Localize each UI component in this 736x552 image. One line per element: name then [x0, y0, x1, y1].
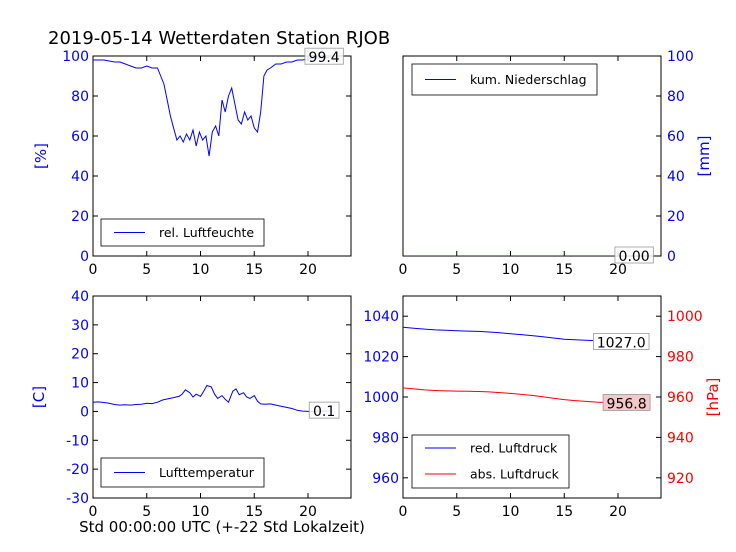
legend-entry: red. Luftdruck — [470, 441, 558, 456]
y-tick-label: 1000 — [363, 390, 399, 406]
x-tick-label: 15 — [245, 262, 263, 278]
x-tick-label: 10 — [192, 504, 210, 520]
y-tick-label: 80 — [71, 89, 89, 105]
legend-entry: kum. Niederschlag — [470, 72, 587, 87]
series-line — [403, 387, 640, 404]
x-tick-label: 20 — [609, 504, 627, 520]
x-tick-label: 20 — [299, 262, 317, 278]
x-tick-label: 5 — [142, 262, 151, 278]
y-tick-label: 10 — [71, 376, 89, 392]
x-tick-label: 5 — [142, 504, 151, 520]
legend-entry: Lufttemperatur — [159, 465, 255, 480]
temperature-chart: 0 5 10 15 20 -30 -20 -10 0 10 20 30 40 [C] 0.1 Lufttemp… — [30, 289, 352, 520]
y-tick-label: 100 — [62, 49, 89, 65]
value-annotation: 1027.0 — [597, 335, 646, 351]
plot-frame — [92, 55, 352, 257]
legend-entry: abs. Luftdruck — [470, 467, 560, 482]
y-right-tick-label: 920 — [667, 471, 694, 487]
y-tick-label: 1040 — [363, 309, 399, 325]
value-annotation-box — [593, 333, 650, 350]
y-tick-label: 0 — [80, 404, 89, 420]
x-tick-label: 5 — [452, 504, 461, 520]
y-tick-label: -30 — [66, 491, 89, 507]
x-tick-label: 10 — [502, 262, 520, 278]
humidity-chart: 0 5 10 15 20 0 20 40 60 80 100 [%] 99.4 rel. Luftfeuc… — [32, 47, 352, 278]
y-tick-label: -20 — [66, 462, 89, 478]
y-tick-label: 30 — [71, 318, 89, 334]
x-tick-label: 15 — [555, 504, 573, 520]
x-tick-label: 20 — [609, 262, 627, 278]
y-right-tick-label: 960 — [667, 390, 694, 406]
y-tick-label: 1020 — [363, 350, 399, 366]
y-tick-label: 100 — [667, 49, 694, 65]
x-tick-label: 20 — [299, 504, 317, 520]
y-tick-label: 0 — [80, 249, 89, 265]
legend-entry: rel. Luftfeuchte — [159, 225, 254, 240]
y-axis-label: [mm] — [695, 136, 713, 177]
x-tick-label: 0 — [89, 504, 98, 520]
x-tick-label: 10 — [192, 262, 210, 278]
y-tick-label: 40 — [71, 169, 89, 185]
y-right-tick-label: 940 — [667, 430, 694, 446]
value-annotation-box — [304, 47, 344, 65]
y-tick-label: 20 — [71, 347, 89, 363]
series-line — [93, 384, 330, 412]
x-tick-label: 0 — [399, 504, 408, 520]
y-axis-label: [C] — [30, 386, 48, 408]
value-annotation-box — [602, 394, 651, 411]
series-line — [93, 56, 330, 157]
y-tick-label: 40 — [667, 169, 685, 185]
figure-x-axis-label: Std 00:00:00 UTC (+-22 Std Lokalzeit) — [79, 518, 365, 536]
y-tick-label: 20 — [71, 209, 89, 225]
y-tick-label: 40 — [71, 289, 89, 305]
y-right-tick-label: 1000 — [667, 309, 703, 325]
y-tick-label: -10 — [66, 433, 89, 449]
x-tick-label: 10 — [502, 504, 520, 520]
y-axis-label: [%] — [32, 143, 50, 169]
y-right-tick-label: 980 — [667, 350, 694, 366]
x-tick-label: 5 — [452, 262, 461, 278]
plot-frame — [92, 295, 352, 499]
figure-title: 2019-05-14 Wetterdaten Station RJOB — [48, 28, 390, 49]
y-tick-label: 980 — [372, 430, 399, 446]
y-axis-label: [hPa] — [704, 378, 722, 417]
legend-box — [411, 434, 570, 489]
y-tick-label: 0 — [667, 249, 676, 265]
value-annotation-box — [614, 246, 654, 264]
y-tick-label: 60 — [667, 129, 685, 145]
value-annotation: 0.1 — [313, 404, 335, 420]
y-tick-label: 960 — [372, 471, 399, 487]
x-tick-label: 15 — [245, 504, 263, 520]
y-tick-label: 20 — [667, 209, 685, 225]
value-annotation-box — [308, 401, 340, 419]
pressure-chart: 0 5 10 15 20 960 980 1000 1020 1040 920 940 960 980 10… — [363, 295, 722, 520]
x-tick-label: 0 — [399, 262, 408, 278]
value-annotation: 0.00 — [619, 249, 650, 265]
x-tick-label: 15 — [555, 262, 573, 278]
x-tick-label: 0 — [89, 262, 98, 278]
precipitation-chart: 0 5 10 15 20 0 20 40 60 80 100 [mm] 0.00 kum. Nieders… — [399, 49, 713, 278]
value-annotation: 956.8 — [607, 396, 647, 412]
y-tick-label: 80 — [667, 89, 685, 105]
y-tick-label: 60 — [71, 129, 89, 145]
value-annotation: 99.4 — [309, 50, 340, 66]
